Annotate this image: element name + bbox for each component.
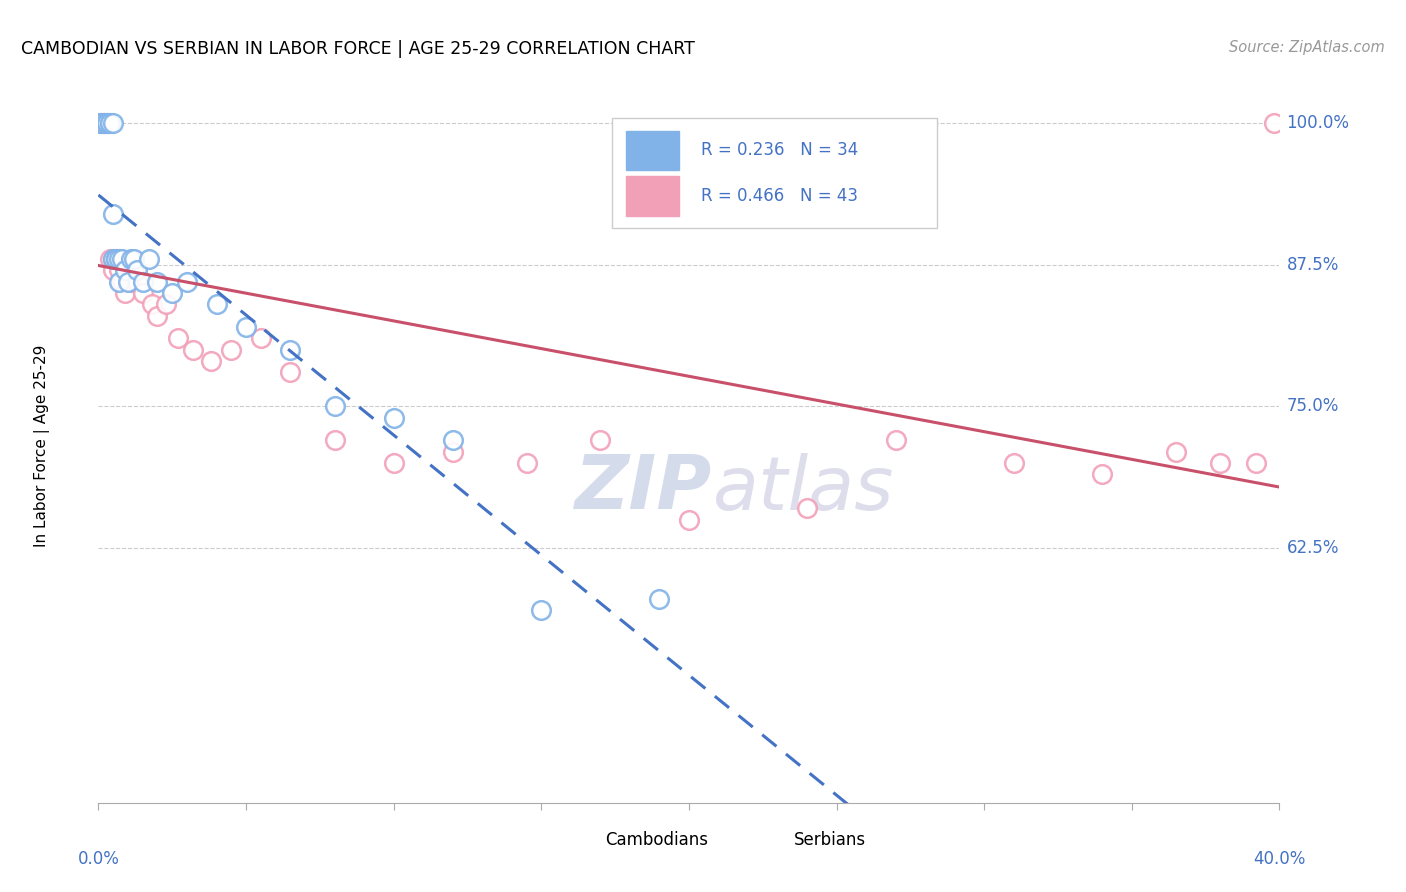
Point: [884, 434, 907, 448]
Bar: [626, 130, 679, 169]
Point: [96, 116, 118, 130]
Text: R = 0.466   N = 43: R = 0.466 N = 43: [700, 187, 858, 205]
Point: [235, 320, 257, 334]
Point: [200, 354, 222, 368]
Point: [138, 252, 160, 266]
Point: [117, 263, 139, 277]
Point: [103, 252, 125, 266]
Point: [530, 603, 553, 617]
Point: [162, 286, 183, 301]
Text: 40.0%: 40.0%: [1253, 850, 1306, 869]
Point: [93, 116, 115, 130]
Bar: [612, 118, 936, 228]
Point: [98, 116, 121, 130]
Point: [1263, 116, 1285, 130]
Point: [105, 252, 128, 266]
Point: [125, 275, 148, 289]
Point: [120, 275, 142, 289]
Bar: [742, 827, 780, 855]
Text: ZIP: ZIP: [575, 452, 713, 525]
Text: In Labor Force | Age 25-29: In Labor Force | Age 25-29: [34, 345, 49, 547]
Point: [1164, 444, 1187, 458]
Point: [132, 275, 155, 289]
Point: [111, 275, 134, 289]
Point: [219, 343, 242, 357]
Point: [125, 263, 148, 277]
Point: [93, 116, 115, 130]
Point: [96, 116, 118, 130]
Point: [103, 252, 125, 266]
Text: Cambodians: Cambodians: [605, 831, 709, 849]
Point: [278, 343, 302, 357]
Point: [117, 275, 139, 289]
Point: [323, 434, 346, 448]
Point: [103, 207, 125, 221]
Point: [105, 252, 128, 266]
Point: [648, 591, 671, 606]
Point: [146, 275, 169, 289]
Point: [114, 263, 136, 277]
Text: Source: ZipAtlas.com: Source: ZipAtlas.com: [1229, 40, 1385, 55]
Point: [146, 309, 169, 323]
Point: [108, 275, 131, 289]
Point: [176, 275, 198, 289]
Point: [90, 116, 112, 130]
Bar: [553, 827, 591, 855]
Point: [103, 263, 125, 277]
Point: [589, 434, 612, 448]
Point: [796, 501, 818, 516]
Point: [167, 331, 190, 345]
Point: [141, 297, 163, 311]
Text: R = 0.236   N = 34: R = 0.236 N = 34: [700, 141, 858, 159]
Text: atlas: atlas: [713, 453, 894, 524]
Point: [98, 116, 121, 130]
Point: [90, 116, 112, 130]
Bar: [626, 177, 679, 216]
Point: [382, 456, 405, 470]
Point: [441, 434, 464, 448]
Point: [111, 252, 134, 266]
Text: 75.0%: 75.0%: [1286, 397, 1339, 416]
Point: [96, 116, 118, 130]
Point: [323, 400, 346, 414]
Point: [122, 252, 145, 266]
Point: [96, 116, 118, 130]
Text: CAMBODIAN VS SERBIAN IN LABOR FORCE | AGE 25-29 CORRELATION CHART: CAMBODIAN VS SERBIAN IN LABOR FORCE | AG…: [21, 40, 695, 58]
Point: [1002, 456, 1025, 470]
Point: [132, 286, 155, 301]
Text: Serbians: Serbians: [794, 831, 866, 849]
Point: [103, 116, 125, 130]
Point: [155, 297, 177, 311]
Text: 0.0%: 0.0%: [77, 850, 120, 869]
Point: [105, 252, 128, 266]
Point: [90, 116, 112, 130]
Text: 62.5%: 62.5%: [1286, 539, 1339, 557]
Point: [120, 252, 142, 266]
Text: 100.0%: 100.0%: [1286, 114, 1350, 132]
Point: [278, 365, 302, 379]
Point: [1091, 467, 1114, 482]
Point: [382, 410, 405, 425]
Point: [90, 116, 112, 130]
Point: [98, 252, 121, 266]
Point: [205, 297, 228, 311]
Text: 87.5%: 87.5%: [1286, 256, 1339, 274]
Point: [250, 331, 273, 345]
Point: [1209, 456, 1232, 470]
Point: [98, 116, 121, 130]
Point: [181, 343, 204, 357]
Point: [678, 513, 700, 527]
Point: [93, 116, 115, 130]
Point: [515, 456, 537, 470]
Point: [114, 286, 136, 301]
Point: [122, 263, 145, 277]
Point: [108, 252, 131, 266]
Point: [108, 263, 131, 277]
Point: [93, 116, 115, 130]
Point: [108, 252, 131, 266]
Point: [441, 444, 464, 458]
Point: [1244, 456, 1267, 470]
